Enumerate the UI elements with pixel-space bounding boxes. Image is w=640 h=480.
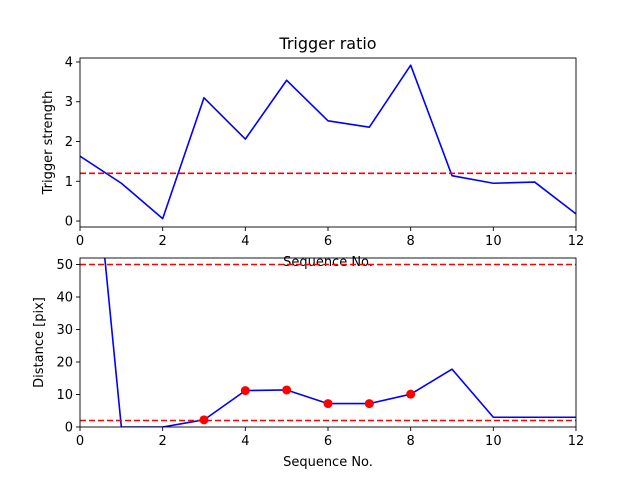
y-tick-label: 0: [65, 215, 73, 230]
y-tick-label: 30: [56, 323, 73, 338]
series-line-0: [103, 258, 576, 427]
distance-plot: 0 2 4 6 8 10 12 0 10 20 30 40 50 Sequence No. Distance…: [32, 257, 585, 470]
x-tick-label: 0: [76, 434, 84, 449]
x-tick-label: 2: [159, 234, 167, 249]
x-tick-label: 6: [324, 434, 332, 449]
y-tick-label: 40: [56, 291, 73, 306]
marker-point: [406, 389, 416, 399]
x-tick-label: 10: [485, 434, 502, 449]
x-tick-label: 6: [324, 234, 332, 249]
x-tick-label: 8: [407, 234, 415, 249]
y-tick-label: 10: [56, 388, 73, 403]
series-line-0: [80, 64, 576, 220]
x-tick-label: 2: [159, 434, 167, 449]
y-tick-label: 50: [56, 258, 73, 273]
marker-point: [364, 399, 374, 409]
x-tick-label: 4: [241, 234, 249, 249]
x-tick-label: 12: [568, 234, 585, 249]
y-tick-label: 20: [56, 356, 73, 371]
marker-point: [282, 385, 292, 395]
plot-area: [80, 258, 576, 427]
y-axis-label: Trigger strength: [41, 91, 56, 196]
plot-area: [80, 64, 576, 220]
y-tick-label: 1: [65, 175, 73, 190]
x-axis-label: Sequence No.: [283, 455, 373, 470]
marker-point: [199, 415, 209, 425]
x-tick-label: 8: [407, 434, 415, 449]
x-axis-label: Sequence No.: [283, 255, 373, 270]
marker-point: [323, 399, 333, 409]
marker-point: [240, 386, 250, 396]
x-tick-label: 0: [76, 234, 84, 249]
y-tick-label: 4: [65, 55, 73, 70]
chart-title: Trigger ratio: [278, 34, 376, 53]
x-tick-label: 4: [241, 434, 249, 449]
y-tick-label: 0: [65, 421, 73, 436]
y-tick-label: 3: [65, 95, 73, 110]
axes-frame: [79, 57, 577, 228]
y-axis-label: Distance [pix]: [32, 297, 47, 388]
x-tick-label: 12: [568, 434, 585, 449]
y-tick-label: 2: [65, 135, 73, 150]
x-tick-label: 10: [485, 234, 502, 249]
